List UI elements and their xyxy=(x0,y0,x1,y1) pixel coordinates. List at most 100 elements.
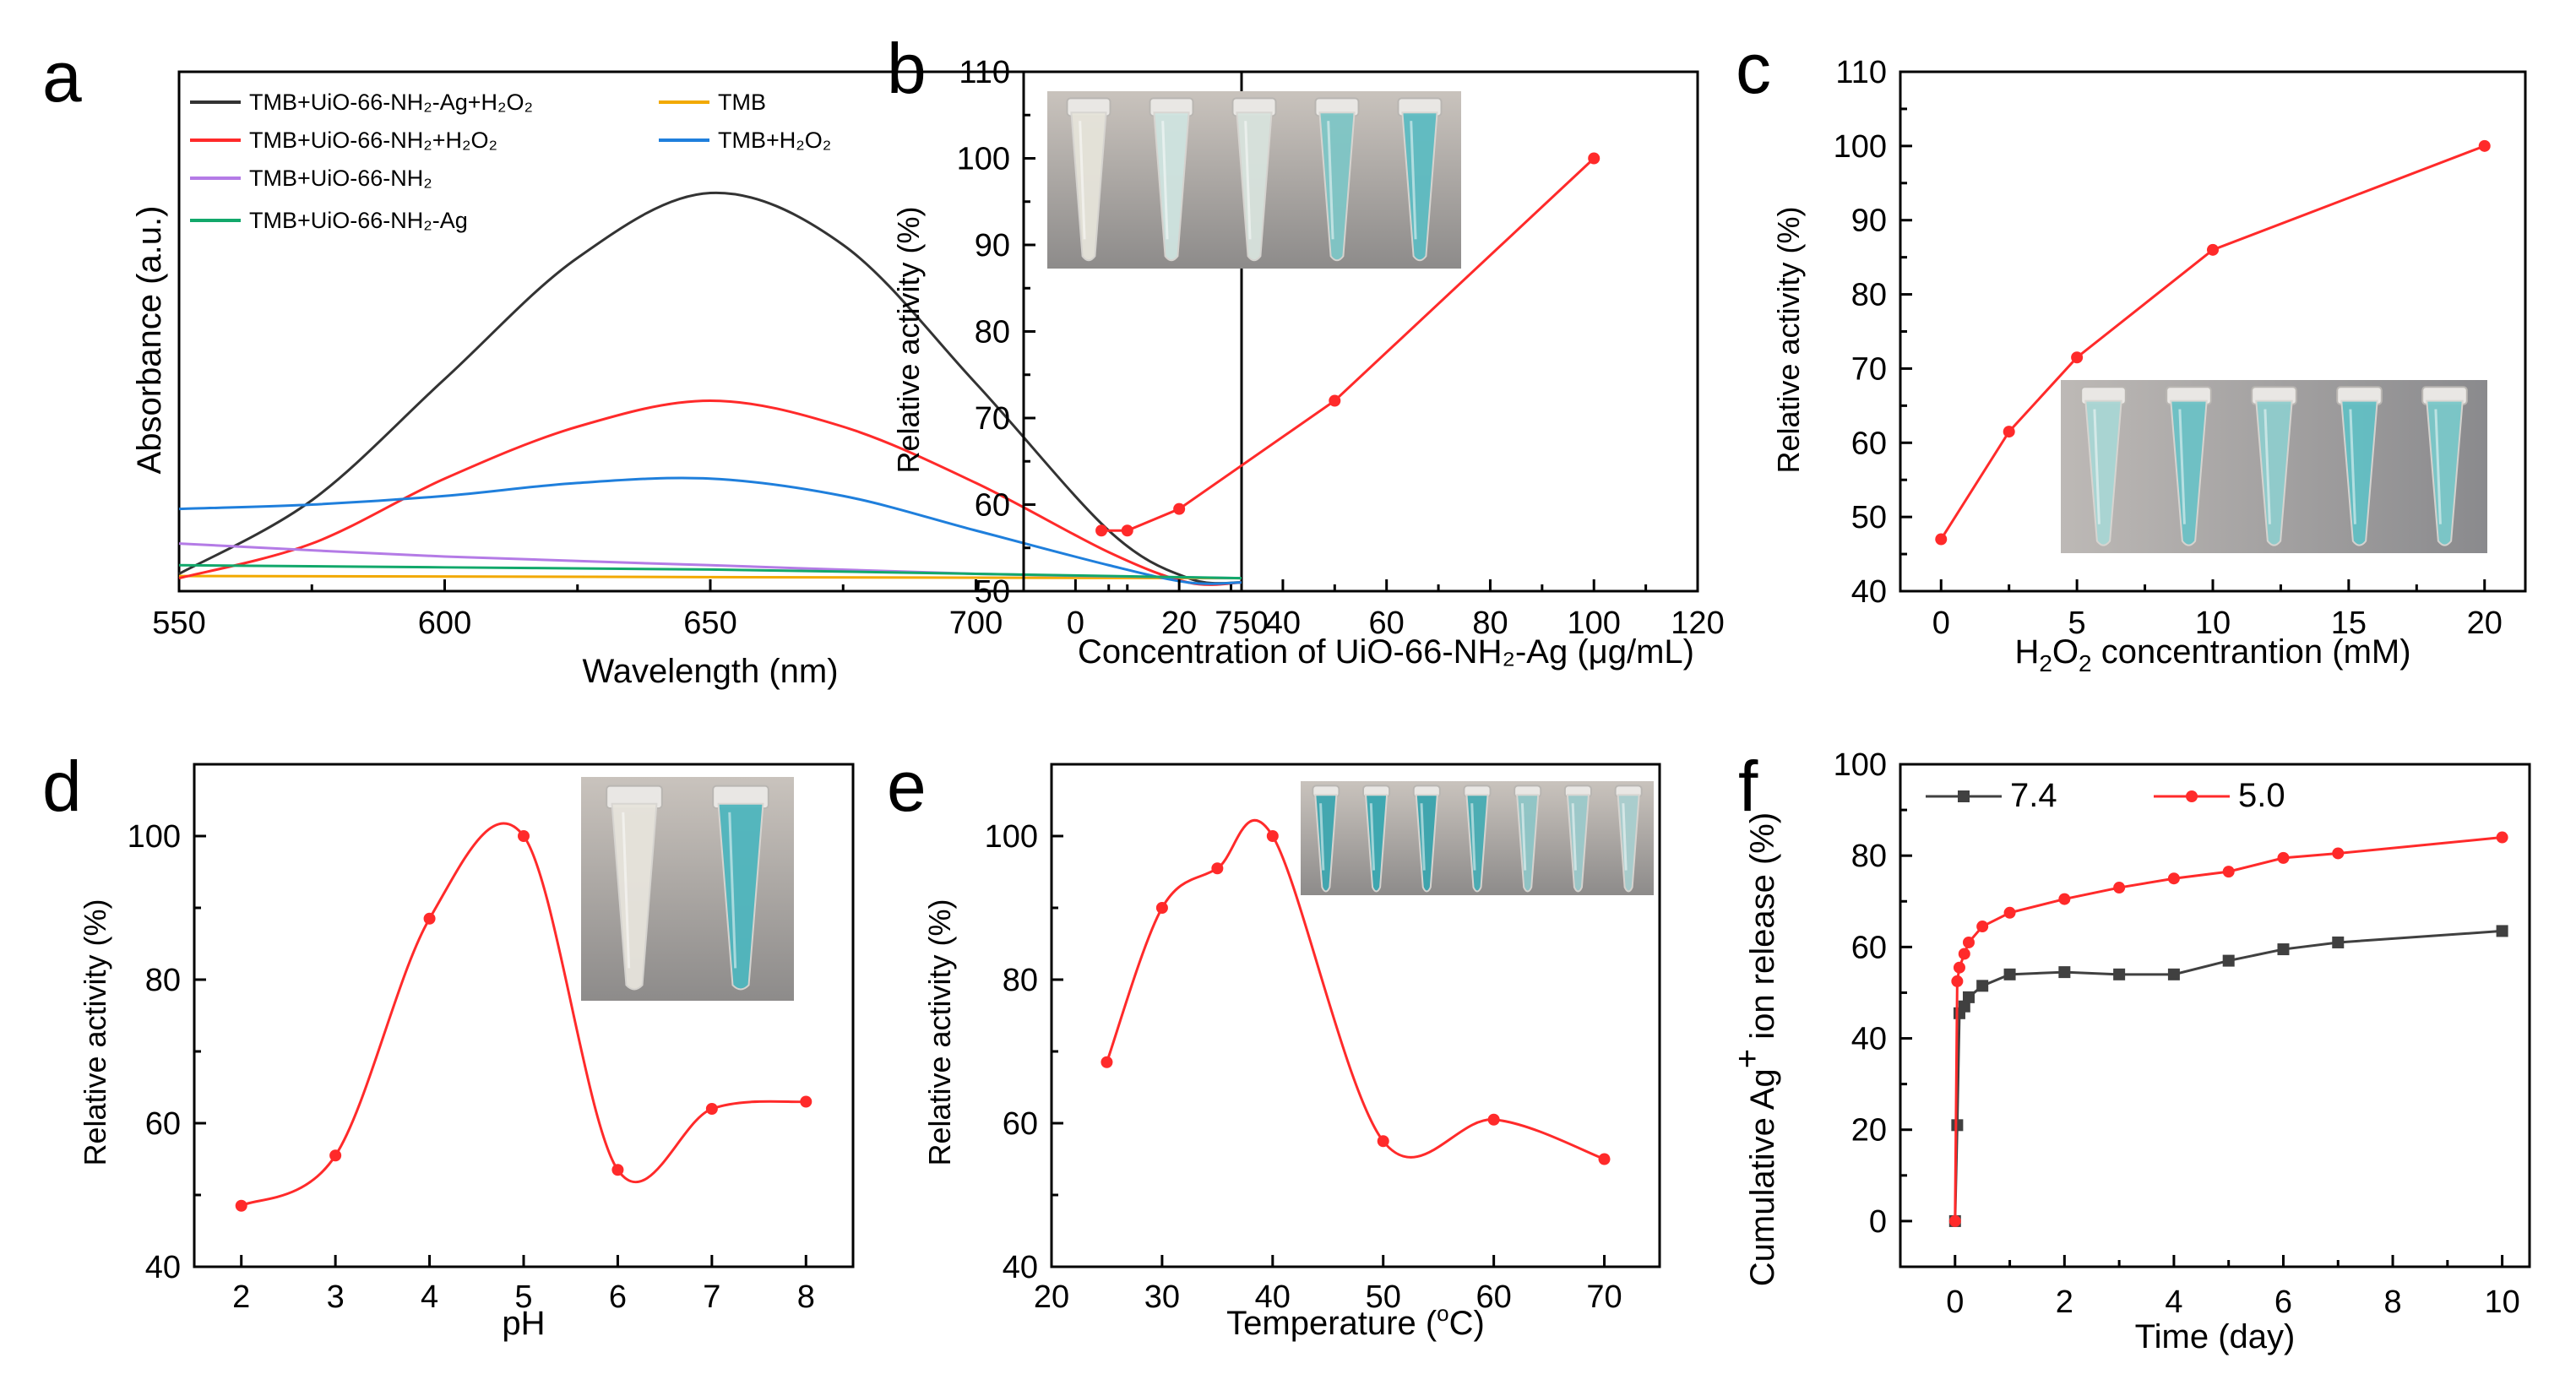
data-point-f xyxy=(2332,936,2345,948)
data-point-f xyxy=(1976,921,1989,933)
legend-label-a: TMB xyxy=(718,90,766,115)
data-point-f xyxy=(2496,925,2508,937)
tube-glare xyxy=(1319,803,1325,871)
data-point-f xyxy=(1951,975,1964,987)
x-axis-title-e-part: Temperature ( xyxy=(1226,1305,1437,1342)
x-tick-label-b: 120 xyxy=(1671,606,1724,641)
data-point-f xyxy=(2167,872,2180,885)
panel-d: d 2 3 4 5 6 7 8 40 60 80 100 pH Relative activity (%) xyxy=(42,747,855,1342)
y-tick-label-b: 80 xyxy=(975,315,1010,350)
plot-frame-e xyxy=(1050,763,1661,1268)
x-tick-label-e: 40 xyxy=(1255,1279,1291,1315)
legend-label-f: 7.4 xyxy=(2010,777,2057,814)
panel-letter-b: b xyxy=(887,29,927,108)
tube-e xyxy=(1412,785,1441,893)
y-axis-title-b: Relative activity (%) xyxy=(891,206,926,473)
y-tick-label-b: 110 xyxy=(959,55,1010,90)
y-axis-title-f: Cumulative Ag+ ion release (%) xyxy=(1729,812,1781,1286)
y-tick-label-c: 60 xyxy=(1851,426,1887,461)
data-point-c xyxy=(2478,139,2491,152)
tube-glare xyxy=(1571,803,1577,871)
data-point-e xyxy=(1101,1056,1113,1068)
data-point-f xyxy=(2058,966,2071,979)
data-point-f xyxy=(2277,851,2290,864)
tube-d xyxy=(712,785,769,991)
data-point-e xyxy=(1487,1113,1500,1126)
tube-glare xyxy=(2349,409,2356,524)
data-point-f xyxy=(2167,968,2180,980)
data-point-d xyxy=(611,1164,624,1176)
data-point-e xyxy=(1211,862,1224,875)
data-point-d xyxy=(423,912,436,925)
y-axis-title-e: Relative activity (%) xyxy=(922,899,957,1165)
y-tick-label-f: 0 xyxy=(1869,1204,1887,1240)
data-point-d xyxy=(705,1103,718,1115)
y-tick-label-b: 60 xyxy=(975,488,1010,524)
data-point-b xyxy=(1121,524,1133,537)
tube-glare xyxy=(1520,803,1527,871)
y-axis-title-f-part: ion release (%) xyxy=(1744,812,1781,1049)
y-axis-title-f-part: + xyxy=(1729,1049,1766,1068)
legend-label-a: TMB+UiO-66-NH₂-Ag xyxy=(249,208,468,233)
data-point-b xyxy=(1588,152,1600,165)
tube-e xyxy=(1362,785,1391,893)
y-tick-label-b: 70 xyxy=(975,401,1010,437)
data-point-b xyxy=(1095,524,1108,537)
y-tick-label-c: 80 xyxy=(1851,278,1887,313)
y-tick-label-b: 90 xyxy=(975,228,1010,263)
data-point-c xyxy=(2071,351,2084,364)
series-line-a-5 xyxy=(178,563,1242,580)
tube-b xyxy=(1231,97,1277,262)
data-point-f xyxy=(1962,936,1975,948)
panel-e: e 20 30 40 50 60 70 40 60 80 100 Temperature (oC) Re… xyxy=(887,747,1661,1342)
tube-b xyxy=(1066,97,1111,262)
x-tick-label-e: 20 xyxy=(1034,1279,1069,1315)
y-tick-label-c: 90 xyxy=(1851,204,1887,239)
panel-b: b 0 20 40 60 80 100 120 50 60 70 80 90 100 110 Concentr… xyxy=(887,29,1725,671)
x-tick-label-e: 60 xyxy=(1475,1279,1511,1315)
data-point-f xyxy=(1953,961,1965,974)
x-tick-label-d: 6 xyxy=(609,1279,627,1315)
tube-glare xyxy=(728,812,737,969)
data-point-f xyxy=(2222,954,2235,967)
x-axis-title-c-part: concentrantion (mM) xyxy=(2092,633,2411,671)
x-tick-label-c: 0 xyxy=(1932,606,1950,641)
tube-c xyxy=(2251,386,2297,546)
data-point-e xyxy=(1155,902,1168,914)
data-point-f xyxy=(2496,831,2508,844)
x-axis-title-e-part: C) xyxy=(1449,1305,1485,1342)
y-tick-label-f: 60 xyxy=(1851,930,1887,965)
y-tick-label-d: 80 xyxy=(145,963,181,998)
x-axis-title-a: Wavelength (nm) xyxy=(582,653,838,690)
x-axis-title-c-part: 2 xyxy=(2039,650,2052,676)
x-tick-label-f: 2 xyxy=(2056,1285,2073,1320)
x-tick-label-e: 30 xyxy=(1144,1279,1180,1315)
legend-marker-f xyxy=(2186,790,2198,802)
y-tick-label-e: 60 xyxy=(1003,1106,1038,1142)
tube-glare xyxy=(1079,121,1086,240)
tube-b xyxy=(1397,97,1443,262)
tube-glare xyxy=(1420,803,1426,871)
y-tick-label-d: 40 xyxy=(145,1250,181,1285)
tube-glare xyxy=(1244,121,1252,240)
plot-frame-f xyxy=(1899,763,2531,1268)
data-point-e xyxy=(1377,1135,1389,1148)
series-line-a-2 xyxy=(178,399,1242,586)
legend-label-a: TMB+UiO-66-NH₂ xyxy=(249,166,432,191)
x-axis-title-c-part: O xyxy=(2052,633,2079,671)
data-point-f xyxy=(1962,991,1975,1003)
data-point-d xyxy=(235,1199,247,1212)
tube-glare xyxy=(2178,409,2186,524)
y-axis-title-d: Relative activity (%) xyxy=(78,899,112,1165)
x-axis-title-f: Time (day) xyxy=(2135,1318,2296,1355)
tube-b xyxy=(1149,97,1194,262)
x-tick-label-d: 4 xyxy=(421,1279,438,1315)
tube-body xyxy=(611,802,658,991)
tube-glare xyxy=(1410,121,1417,240)
series-line-a-3 xyxy=(178,476,1242,585)
data-point-d xyxy=(518,830,530,842)
x-tick-label-b: 60 xyxy=(1369,606,1405,641)
x-tick-label-e: 70 xyxy=(1586,1279,1622,1315)
